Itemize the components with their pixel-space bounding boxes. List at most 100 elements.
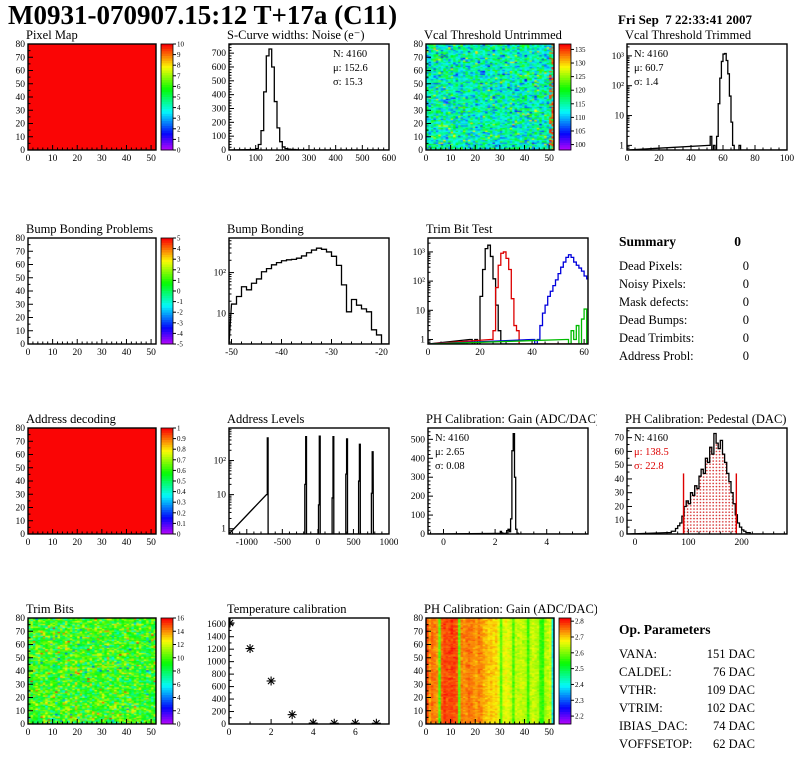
summary-row-label: Mask defects: <box>619 295 689 309</box>
svg-text:2.6: 2.6 <box>575 649 584 657</box>
svg-text:2.4: 2.4 <box>575 681 584 689</box>
svg-text:0: 0 <box>316 538 321 548</box>
op-parameter-row: CALDEL: 76 DAC <box>619 663 755 681</box>
svg-text:50: 50 <box>146 154 156 164</box>
svg-text:100: 100 <box>575 141 586 149</box>
svg-text:70: 70 <box>16 53 26 63</box>
svg-text:Pixel Map: Pixel Map <box>26 28 78 42</box>
svg-text:800: 800 <box>212 670 227 680</box>
svg-text:30: 30 <box>414 106 424 116</box>
svg-text:10²: 10² <box>214 457 227 467</box>
svg-text:-500: -500 <box>274 538 292 548</box>
svg-text:50: 50 <box>16 654 26 664</box>
svg-text:6: 6 <box>177 83 181 91</box>
svg-text:0.7: 0.7 <box>177 456 186 464</box>
svg-text:50: 50 <box>544 728 554 738</box>
svg-text:1: 1 <box>177 425 181 433</box>
svg-text:-1: -1 <box>177 298 183 306</box>
summary-row-label: Noisy Pixels: <box>619 277 687 291</box>
op-parameter-label: CALDEL: <box>619 665 672 679</box>
svg-text:10: 10 <box>615 112 625 122</box>
svg-text:10: 10 <box>217 491 227 501</box>
svg-text:0: 0 <box>221 146 226 156</box>
svg-text:0.4: 0.4 <box>177 488 186 496</box>
svg-text:12: 12 <box>177 641 185 649</box>
svg-text:-50: -50 <box>225 348 238 358</box>
svg-text:50: 50 <box>146 728 156 738</box>
svg-text:200: 200 <box>735 538 750 548</box>
svg-text:0: 0 <box>177 288 181 296</box>
svg-text:20: 20 <box>475 348 485 358</box>
svg-text:30: 30 <box>16 106 26 116</box>
svg-text:30: 30 <box>414 680 424 690</box>
summary-row-label: Dead Bumps: <box>619 313 688 327</box>
svg-text:40: 40 <box>122 154 132 164</box>
svg-text:100: 100 <box>681 538 696 548</box>
svg-text:30: 30 <box>615 489 625 499</box>
svg-text:2: 2 <box>177 266 181 274</box>
svg-text:σ: 22.8: σ: 22.8 <box>634 461 664 472</box>
svg-text:20: 20 <box>615 502 625 512</box>
op-parameter-row: VOFFSETOP: 62 DAC <box>619 735 755 753</box>
panel-pixel-map: Pixel Map 0 10 20 30 40 50 0 10 20 30 40 50 60 70 80 0 1 2… <box>0 28 199 200</box>
op-parameter-value: 102 DAC <box>706 701 755 715</box>
op-parameter-value: 151 DAC <box>706 647 755 661</box>
svg-text:60: 60 <box>16 261 26 271</box>
svg-text:0: 0 <box>420 530 425 540</box>
svg-text:50: 50 <box>16 464 26 474</box>
panel-trim-bit-test: Trim Bit Test 0 20 40 60 1 10 10² 10³ <box>398 222 597 394</box>
svg-text:Vcal Threshold Untrimmed: Vcal Threshold Untrimmed <box>424 28 563 42</box>
svg-text:0.1: 0.1 <box>177 520 186 528</box>
svg-text:-40: -40 <box>275 348 288 358</box>
svg-text:0.6: 0.6 <box>177 467 186 475</box>
svg-text:1400: 1400 <box>207 633 226 643</box>
summary-heading: Summary <box>619 234 676 249</box>
svg-text:20: 20 <box>16 694 26 704</box>
svg-text:80: 80 <box>414 40 424 50</box>
svg-text:μ: 60.7: μ: 60.7 <box>634 63 664 74</box>
op-parameter-row: VTHR: 109 DAC <box>619 681 755 699</box>
svg-text:50: 50 <box>146 538 156 548</box>
op-parameter-row: IBIAS_DAC: 74 DAC <box>619 717 755 735</box>
svg-text:120: 120 <box>575 87 586 95</box>
svg-text:60: 60 <box>414 641 424 651</box>
svg-text:30: 30 <box>97 154 107 164</box>
svg-text:σ: 0.08: σ: 0.08 <box>435 461 465 472</box>
summary-row: Mask defects: 0 <box>619 293 749 311</box>
svg-text:20: 20 <box>72 348 82 358</box>
summary-row-value: 0 <box>742 295 749 309</box>
svg-text:105: 105 <box>575 127 586 135</box>
svg-text:10³: 10³ <box>612 52 625 62</box>
svg-text:70: 70 <box>16 627 26 637</box>
summary-row-value: 0 <box>742 313 749 327</box>
svg-text:-20: -20 <box>375 348 388 358</box>
svg-text:40: 40 <box>16 93 26 103</box>
svg-text:10: 10 <box>416 306 426 316</box>
svg-text:60: 60 <box>16 451 26 461</box>
op-parameter-value: 109 DAC <box>706 683 755 697</box>
panel-address-levels: Address Levels -1000 -500 0 500 1000 1 10 10² <box>199 412 398 584</box>
svg-text:0: 0 <box>20 340 25 350</box>
summary-row: Dead Bumps: 0 <box>619 311 749 329</box>
svg-text:300: 300 <box>411 473 426 483</box>
svg-text:PH Calibration: Gain (ADC/DAC): PH Calibration: Gain (ADC/DAC) <box>426 412 597 426</box>
svg-text:20: 20 <box>16 314 26 324</box>
svg-text:40: 40 <box>527 348 537 358</box>
svg-text:10: 10 <box>446 728 456 738</box>
svg-text:μ: 2.65: μ: 2.65 <box>435 447 465 458</box>
svg-text:0: 0 <box>177 721 181 729</box>
svg-text:0: 0 <box>619 530 624 540</box>
svg-text:30: 30 <box>97 728 107 738</box>
svg-text:80: 80 <box>16 234 26 244</box>
svg-text:70: 70 <box>16 437 26 447</box>
summary-row-value: 0 <box>742 277 749 291</box>
svg-text:125: 125 <box>575 73 586 81</box>
svg-text:-30: -30 <box>325 348 338 358</box>
svg-text:0: 0 <box>426 348 431 358</box>
panel-ph-pedestal: PH Calibration: Pedestal (DAC) 0 100 200 0 10… <box>597 412 796 584</box>
panel-address-decoding: Address decoding 0 10 20 30 40 50 0 10 20 30 40 50 60… <box>0 412 199 584</box>
svg-text:-3: -3 <box>177 319 183 327</box>
svg-text:0: 0 <box>227 154 232 164</box>
svg-text:4: 4 <box>177 104 181 112</box>
svg-text:0: 0 <box>424 728 429 738</box>
